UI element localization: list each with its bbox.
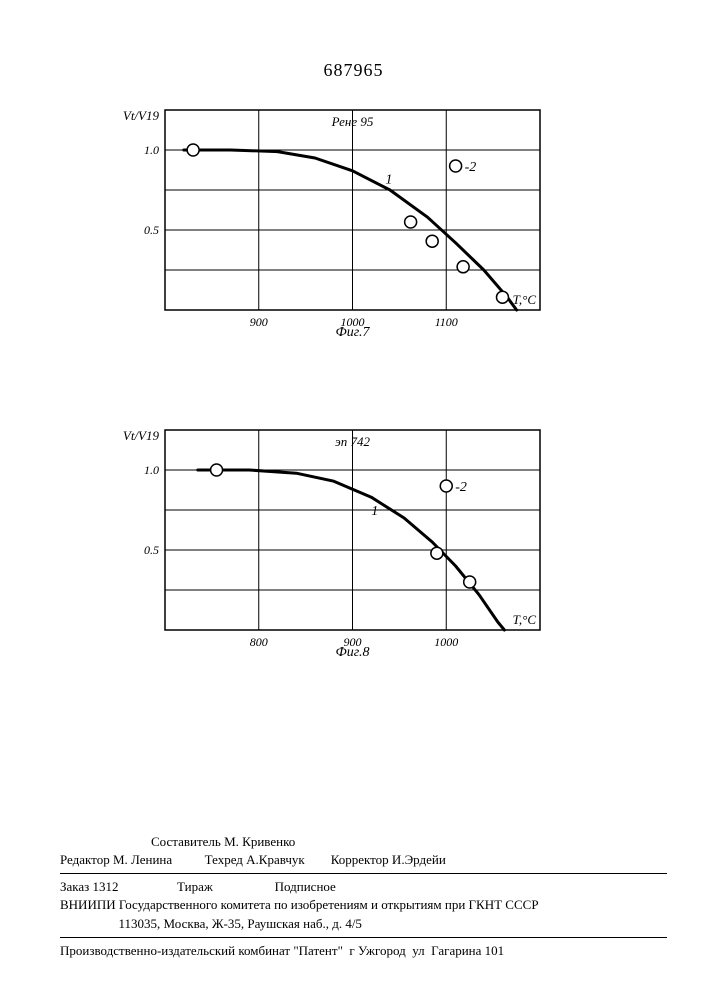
chart-8-svg: 1-280090010000.51.0Vt/V19T,°Cэп 742Фиг.8: [120, 420, 560, 660]
footer-rule-1: [60, 873, 667, 874]
x-tick-label: 900: [250, 315, 268, 329]
y-axis-label: Vt/V19: [123, 108, 160, 123]
chart-8: 1-280090010000.51.0Vt/V19T,°Cэп 742Фиг.8: [120, 420, 560, 660]
footer-author: Составитель М. Кривенко: [60, 833, 667, 851]
series-1-label: 1: [385, 173, 392, 188]
y-tick-label: 1.0: [144, 143, 159, 157]
chart-title: Рене 95: [331, 114, 374, 129]
footer-rule-2: [60, 937, 667, 938]
chart-caption: Фиг.7: [335, 325, 370, 340]
y-axis-label: Vt/V19: [123, 428, 160, 443]
footer-order: Заказ 1312 Тираж Подписное: [60, 878, 667, 896]
series-1-label: 1: [371, 504, 378, 519]
footer-org2: 113035, Москва, Ж-35, Раушская наб., д. …: [60, 915, 667, 933]
legend-2-label: -2: [465, 160, 477, 175]
document-number: 687965: [0, 60, 707, 81]
chart-7: 1-2900100011000.51.0Vt/V19T,°CРене 95Фиг…: [120, 100, 560, 340]
footer: Составитель М. Кривенко Редактор М. Лени…: [60, 833, 667, 960]
y-tick-label: 1.0: [144, 463, 159, 477]
legend-2-label: -2: [455, 480, 467, 495]
footer-org1: ВНИИПИ Государственного комитета по изоб…: [60, 896, 667, 914]
x-tick-label: 1000: [434, 635, 458, 649]
x-tick-label: 800: [250, 635, 268, 649]
chart-caption: Фиг.8: [335, 645, 369, 660]
footer-editor: Редактор М. Ленина Техред А.Кравчук Корр…: [60, 851, 667, 869]
chart-title: эп 742: [335, 434, 370, 449]
x-axis-label: T,°C: [513, 292, 537, 307]
x-axis-label: T,°C: [513, 612, 537, 627]
footer-tail: Производственно-издательский комбинат "П…: [60, 942, 667, 960]
page: 687965 1 -2 900 1000 1100 0.5 1.0 Vt/V19 T,°C Рен…: [0, 0, 707, 1000]
y-tick-label: 0.5: [144, 223, 159, 237]
x-tick-label: 1100: [435, 315, 458, 329]
chart-7-svg: 1-2900100011000.51.0Vt/V19T,°CРене 95Фиг…: [120, 100, 560, 340]
y-tick-label: 0.5: [144, 543, 159, 557]
